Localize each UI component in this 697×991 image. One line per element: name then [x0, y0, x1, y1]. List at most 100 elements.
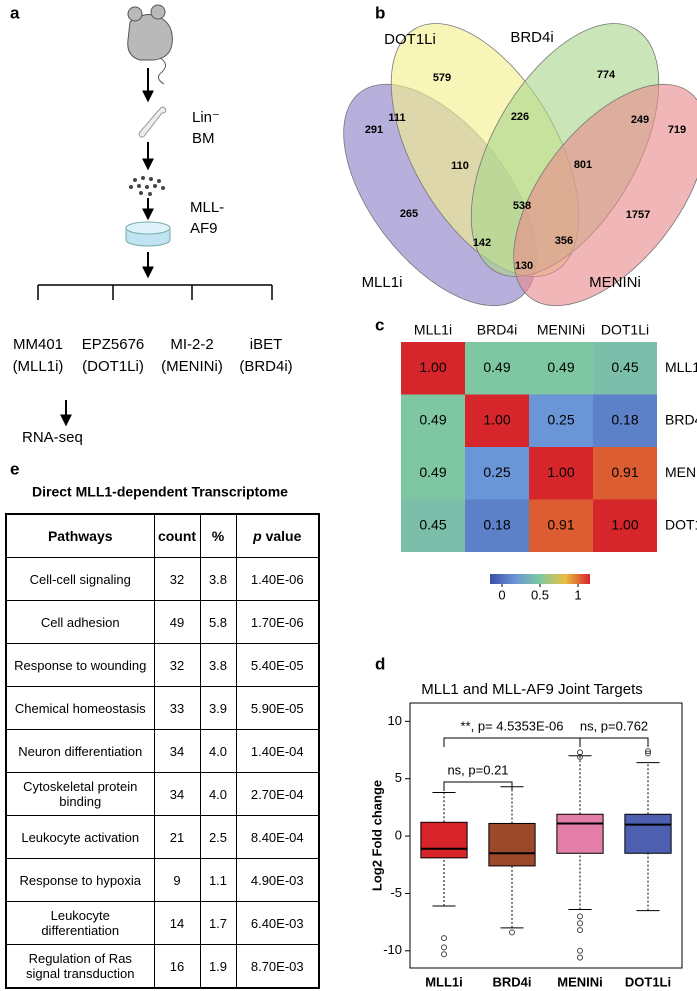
heatmap: c MLL1i BRD4i MENINi DOT1Li MLL1i 1.00 0.49 0.49…	[375, 315, 697, 602]
table-cell: 1.7	[199, 901, 237, 945]
heat-cell	[465, 447, 529, 500]
x-tick-label: MENINi	[557, 974, 603, 989]
table-cell: 1.40E-06	[235, 557, 320, 601]
header-cell: Pathways	[5, 513, 155, 558]
cell-label: 0.91	[611, 464, 638, 480]
outlier	[577, 954, 583, 961]
table-cell: 5.90E-05	[235, 686, 320, 730]
table-cell: 2.70E-04	[235, 772, 320, 816]
significance-bracket	[579, 737, 649, 747]
cell-label: 0.45	[611, 359, 638, 375]
header-text: %	[211, 528, 225, 544]
outlier	[645, 750, 651, 757]
header-text: count	[157, 528, 197, 544]
heat-cell	[529, 394, 593, 447]
table-cell: 3.9	[199, 686, 237, 730]
significance-bracket	[443, 737, 581, 747]
header-text: Pathways	[47, 528, 113, 544]
table-cell: 21	[153, 815, 201, 859]
header-row: Pathways count% p value	[5, 513, 320, 558]
cell-label: 1.00	[611, 516, 638, 532]
cell-label: 0.91	[547, 516, 574, 532]
target-label: (MLL1i)	[13, 358, 64, 375]
outlier	[441, 951, 447, 958]
table-row: Cell-cell signaling 32 3.8 1.40E-06	[5, 557, 320, 601]
table-cell: 32	[153, 643, 201, 687]
set-label: MENINi	[589, 274, 641, 291]
cell-label: 1.00	[483, 411, 510, 427]
heat-cell	[401, 499, 465, 552]
table-cell: Cytoskeletal protein binding	[5, 772, 155, 816]
table-row: Response to hypoxia 9 1.1 4.90E-03	[5, 858, 320, 902]
table-row: Leukocyte differentiation 14 1.7 6.40E-03	[5, 901, 320, 945]
header-cell: p value	[235, 513, 320, 558]
set-label: MLL1i	[362, 274, 403, 291]
target-label: (MENINi)	[161, 358, 223, 375]
row-label: MENINi	[665, 464, 697, 480]
outlier	[577, 927, 583, 934]
header-text: value	[265, 528, 302, 544]
cell-label: 0.18	[611, 411, 638, 427]
heat-cell	[529, 447, 593, 500]
outlier	[577, 947, 583, 954]
table-cell: Response to hypoxia	[5, 858, 155, 902]
venn-diagram: b MLL1i DOT1Li BRD4i MENINi 579 774 111 226 249 29…	[343, 3, 697, 307]
table-cell: 8.70E-03	[235, 944, 320, 989]
significance-bracket	[443, 781, 513, 791]
cell-label: 0.49	[547, 359, 574, 375]
outlier	[577, 920, 583, 927]
step-label: BM	[192, 130, 215, 147]
bone-icon	[138, 106, 167, 138]
region-count: 130	[515, 260, 533, 272]
row-label: MLL1i	[665, 359, 697, 375]
table-cell: 34	[153, 729, 201, 773]
table-cell: 6.40E-03	[235, 901, 320, 945]
y-tick-label: 10	[388, 713, 402, 728]
table-cell: 1.9	[199, 944, 237, 989]
pathway-table: Pathways count% p value Cell-cell signaling…	[5, 513, 320, 989]
drug-label: MI-2-2	[170, 336, 213, 353]
table-cell: Regulation of Ras signal transduction	[5, 944, 155, 989]
boxplot: d MLL1 and MLL-AF9 Joint Targets Log2 Fold…	[369, 654, 683, 989]
set-label: BRD4i	[510, 29, 553, 46]
cell-label: 0.18	[483, 516, 510, 532]
branch-lines	[37, 284, 273, 300]
colorbar-tick-label: 0	[498, 587, 505, 602]
y-axis-label: Log2 Fold change	[369, 780, 384, 891]
heat-cell	[529, 499, 593, 552]
significance-label: ns, p=0.21	[447, 762, 508, 777]
region-count: 1757	[626, 209, 650, 221]
outlier	[509, 929, 515, 936]
heat-cell	[593, 394, 657, 447]
panel-letter: e	[10, 459, 19, 478]
table-cell: Chemical homeostasis	[5, 686, 155, 730]
table-title: Direct MLL1-dependent Transcriptome	[32, 484, 288, 500]
table-cell: 34	[153, 772, 201, 816]
region-count: 226	[511, 111, 529, 123]
y-tick-label: 0	[395, 828, 402, 843]
table-cell: 49	[153, 600, 201, 644]
outlier	[645, 748, 651, 755]
table-cell: 16	[153, 944, 201, 989]
heat-cell	[465, 342, 529, 395]
table-row: Response to wounding 32 3.8 5.40E-05	[5, 643, 320, 687]
table-cell: 1.1	[199, 858, 237, 902]
table-row: Regulation of Ras signal transduction 16 1…	[5, 944, 320, 989]
x-tick-label: BRD4i	[492, 974, 531, 989]
step-label: AF9	[190, 220, 218, 237]
table-cell: Cell-cell signaling	[5, 557, 155, 601]
box	[420, 821, 468, 859]
cell-label: 0.49	[419, 411, 446, 427]
step-label: Lin⁻	[192, 109, 220, 126]
heat-cell	[465, 499, 529, 552]
heat-cell	[593, 499, 657, 552]
colorbar-tick-label: 1	[574, 587, 581, 602]
region-count: 801	[574, 159, 592, 171]
step-label: MLL-	[190, 199, 224, 216]
region-count: 579	[433, 72, 451, 84]
significance-label: ns, p=0.762	[580, 718, 648, 733]
table-cell: Leukocyte differentiation	[5, 901, 155, 945]
region-count: 111	[388, 112, 405, 124]
set-label: DOT1Li	[384, 31, 436, 48]
row-label: BRD4i	[665, 411, 697, 427]
